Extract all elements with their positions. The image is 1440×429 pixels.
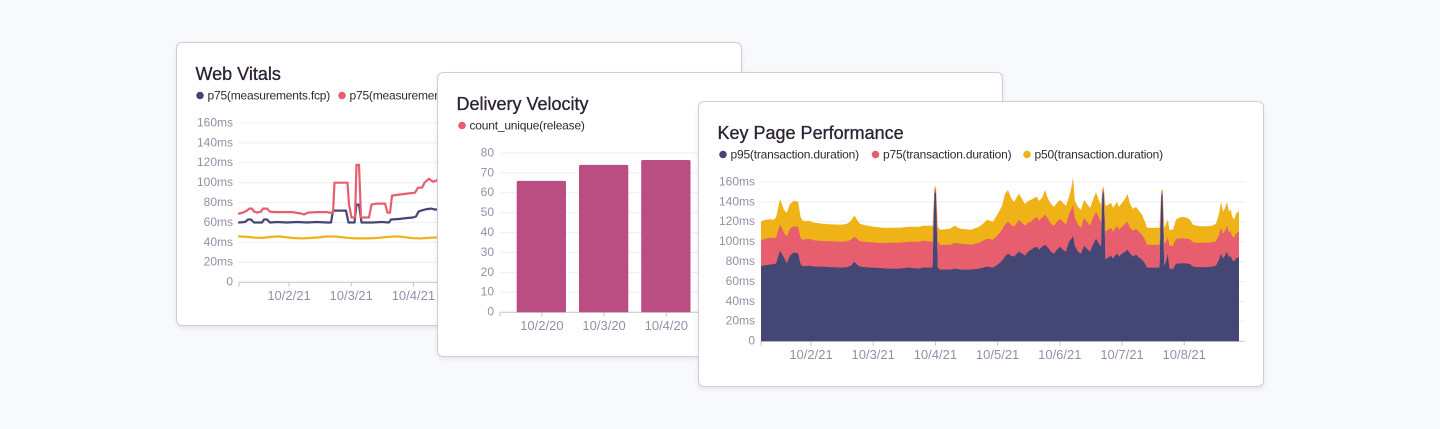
svg-text:40: 40 [481,225,495,239]
svg-text:160ms: 160ms [719,174,755,188]
svg-text:10/2/20: 10/2/20 [520,318,563,333]
svg-text:50: 50 [481,205,495,219]
svg-text:80ms: 80ms [726,254,755,268]
svg-text:p75(transaction.duration): p75(transaction.duration) [883,148,1012,162]
svg-text:0: 0 [487,305,494,319]
svg-text:40ms: 40ms [726,294,755,308]
svg-text:count_unique(release): count_unique(release) [470,119,585,133]
svg-text:120ms: 120ms [719,214,755,228]
svg-text:10/6/21: 10/6/21 [1038,347,1081,362]
svg-text:10/2/21: 10/2/21 [267,288,310,303]
svg-text:p95(transaction.duration): p95(transaction.duration) [731,148,860,162]
svg-text:10/4/21: 10/4/21 [914,347,957,362]
svg-text:20ms: 20ms [204,255,233,269]
svg-text:60ms: 60ms [726,274,755,288]
svg-text:140ms: 140ms [719,194,755,208]
svg-text:10/7/21: 10/7/21 [1100,347,1143,362]
svg-text:p75(measurements.fcp): p75(measurements.fcp) [208,89,331,103]
svg-text:10/3/20: 10/3/20 [582,318,625,333]
svg-text:60ms: 60ms [204,215,233,229]
svg-text:10/2/21: 10/2/21 [789,347,832,362]
svg-text:p50(transaction.duration): p50(transaction.duration) [1035,148,1164,162]
svg-text:10/8/21: 10/8/21 [1163,347,1206,362]
svg-text:160ms: 160ms [197,115,233,129]
svg-text:80ms: 80ms [204,195,233,209]
svg-text:10/3/21: 10/3/21 [330,288,373,303]
svg-text:20ms: 20ms [726,314,755,328]
svg-text:10/4/21: 10/4/21 [392,288,435,303]
svg-text:10/4/20: 10/4/20 [645,318,688,333]
svg-text:80: 80 [481,145,495,159]
svg-text:40ms: 40ms [204,235,233,249]
svg-text:0: 0 [748,334,755,348]
svg-text:100ms: 100ms [719,234,755,248]
svg-text:30: 30 [481,245,495,259]
svg-text:10: 10 [481,285,495,299]
svg-text:20: 20 [481,265,495,279]
svg-text:100ms: 100ms [197,175,233,189]
svg-text:70: 70 [481,165,495,179]
svg-text:60: 60 [481,185,495,199]
svg-text:10/3/21: 10/3/21 [852,347,895,362]
svg-text:0: 0 [226,275,233,289]
svg-text:120ms: 120ms [197,155,233,169]
svg-text:10/5/21: 10/5/21 [976,347,1019,362]
svg-text:140ms: 140ms [197,135,233,149]
